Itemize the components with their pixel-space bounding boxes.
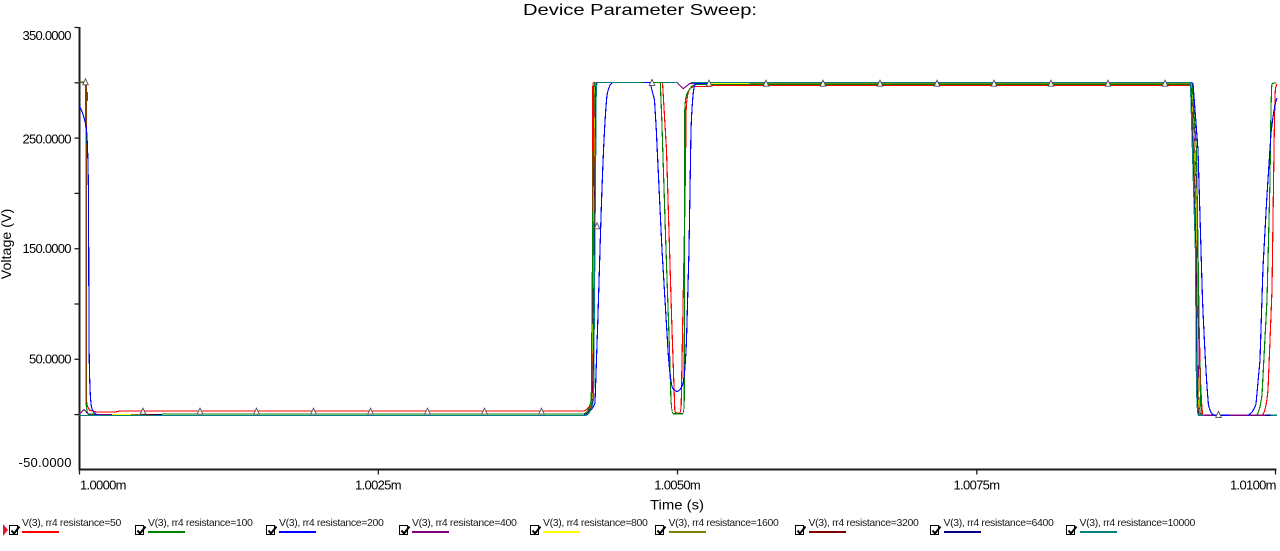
svg-text:1.0000m: 1.0000m — [80, 478, 127, 493]
svg-text:1.0050m: 1.0050m — [654, 478, 701, 493]
svg-text:1.0075m: 1.0075m — [954, 478, 1001, 493]
svg-text:250.0000: 250.0000 — [23, 132, 72, 147]
svg-text:350.0000: 350.0000 — [23, 28, 72, 43]
svg-text:-50.0000: -50.0000 — [19, 455, 72, 470]
svg-text:50.0000: 50.0000 — [29, 352, 72, 367]
svg-text:Time (s): Time (s) — [650, 497, 704, 513]
svg-text:Voltage (V): Voltage (V) — [0, 209, 14, 280]
svg-text:1.0025m: 1.0025m — [355, 478, 402, 493]
svg-text:1.0100m: 1.0100m — [1230, 478, 1277, 493]
svg-text:Device Parameter Sweep:: Device Parameter Sweep: — [523, 2, 757, 19]
svg-text:150.0000: 150.0000 — [23, 241, 72, 256]
